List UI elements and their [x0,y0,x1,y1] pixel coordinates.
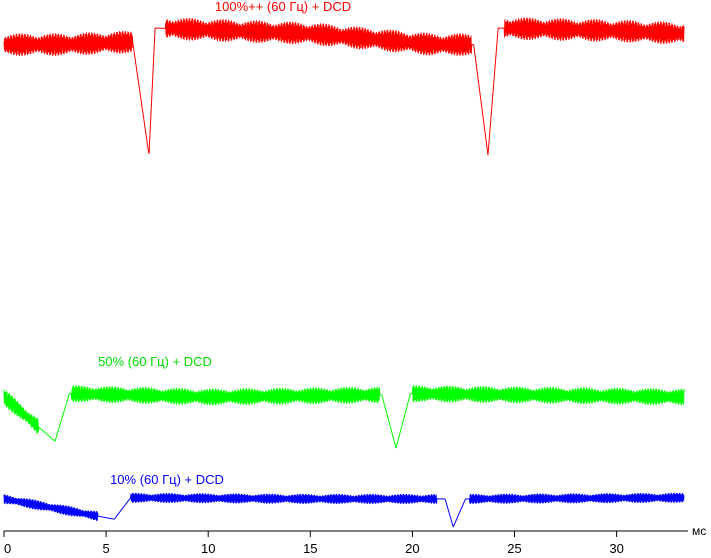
series-line-red [3,17,685,156]
x-tick-label: 20 [405,541,419,556]
x-axis: 0 5 10 15 20 25 30 мс [3,524,706,556]
series-label-red: 100%++ (60 Гц) + DCD [215,0,351,14]
series-line-blue [3,492,685,528]
x-tick-label: 30 [609,541,623,556]
series-label-green: 50% (60 Гц) + DCD [98,354,212,369]
x-tick-label: 25 [507,541,521,556]
series-label-blue: 10% (60 Гц) + DCD [110,472,224,487]
x-tick-label: 15 [303,541,317,556]
x-ticks: 0 5 10 15 20 25 30 [3,531,624,556]
series-line-green [3,385,685,449]
x-tick-label: 0 [4,541,11,556]
series-labels: 100%++ (60 Гц) + DCD 50% (60 Гц) + DCD 1… [98,0,351,487]
x-tick-label: 10 [201,541,215,556]
x-tick-label: 5 [102,541,109,556]
x-axis-unit-label: мс [692,524,706,538]
series-group [3,17,685,528]
